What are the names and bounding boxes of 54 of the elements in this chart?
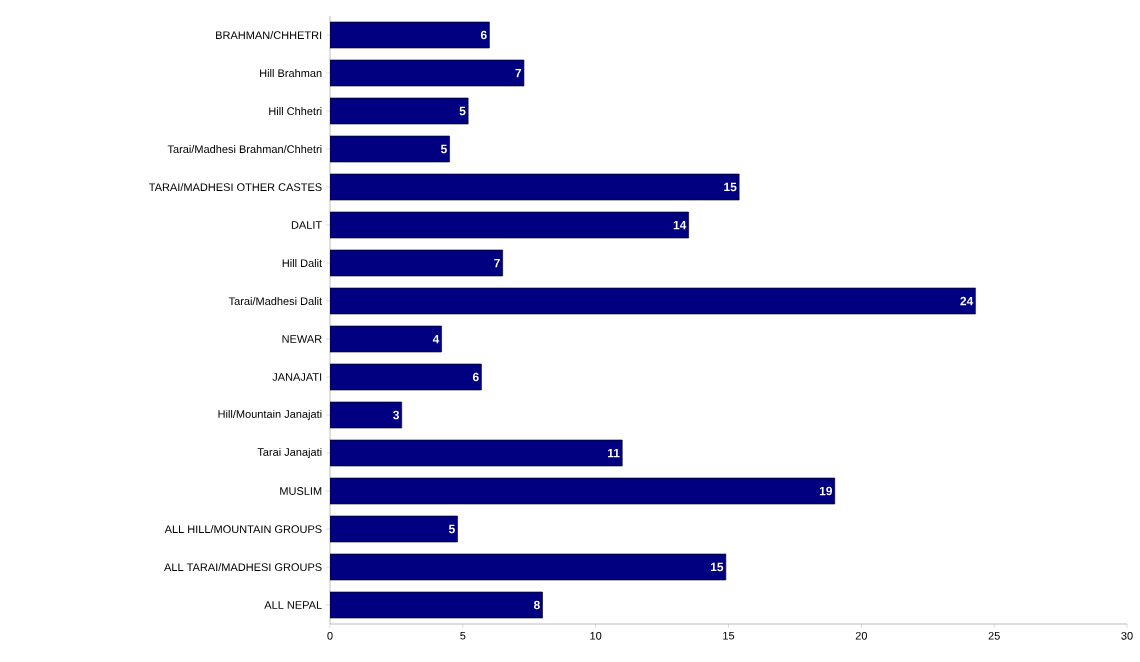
y-tick-label: MUSLIM: [280, 487, 322, 495]
bar: [330, 173, 740, 201]
y-tick-label: Hill Brahman: [260, 68, 322, 78]
data-label: 5: [459, 106, 466, 116]
y-tick-label: NEWAR: [282, 335, 322, 343]
data-label: 14: [673, 220, 687, 230]
data-label: 8: [533, 600, 540, 610]
bar: [330, 515, 458, 543]
x-tick-label: 30: [1121, 631, 1133, 640]
y-tick-label: ALL TARAI/MADHESI GROUPS: [164, 562, 322, 572]
bar: [330, 211, 689, 239]
data-label: 5: [448, 524, 455, 534]
x-tick-label: 25: [988, 631, 1000, 640]
data-label: 15: [710, 562, 724, 572]
bar: [330, 439, 623, 467]
y-tick-label: ALL NEPAL: [264, 601, 322, 609]
y-tick-label: Hill Chhetri: [269, 106, 322, 116]
bar: [330, 477, 836, 505]
x-tick-label: 15: [723, 631, 735, 640]
y-tick-label: JANAJATI: [272, 373, 322, 381]
bar: [330, 135, 450, 163]
y-tick-label: Tarai Janajati: [257, 447, 322, 459]
data-label: 24: [960, 296, 974, 306]
data-label: 15: [724, 182, 737, 192]
y-tick-label: Hill/Mountain Janajati: [218, 409, 322, 421]
bar: [330, 249, 503, 277]
data-label: 7: [494, 258, 500, 268]
bar: [330, 325, 442, 353]
bar: [330, 591, 543, 619]
bar: [330, 363, 482, 391]
y-tick-label: Tarai/Madhesi Dalit: [228, 296, 323, 306]
data-label: 6: [480, 30, 487, 40]
y-tick-label: DALIT: [291, 221, 322, 229]
y-tick-label: Hill Dalit: [282, 258, 323, 268]
y-tick-label: TARAI/MADHESI OTHER CASTES: [149, 182, 322, 192]
data-label: 7: [515, 68, 522, 78]
x-tick-label: 0: [327, 631, 333, 640]
bar: [330, 287, 976, 315]
y-tick-label: ALL HILL/MOUNTAIN GROUPS: [164, 524, 322, 534]
bar: [330, 553, 727, 581]
bar: [330, 97, 469, 125]
y-tick-label: BRAHMAN/CHHETRI: [216, 30, 322, 40]
x-tick-label: 5: [460, 631, 466, 640]
y-tick-label: Tarai/Madhesi Brahman/Chhetri: [167, 144, 322, 154]
bar: [330, 59, 525, 87]
data-label: 5: [440, 144, 447, 154]
data-label: 19: [819, 486, 833, 496]
bar: [330, 21, 490, 49]
x-tick-label: 10: [590, 631, 602, 640]
data-label: 3: [393, 410, 399, 420]
data-label: 4: [432, 334, 440, 344]
x-tick-label: 20: [855, 631, 868, 640]
data-label: 11: [608, 448, 620, 458]
data-label: 6: [472, 372, 479, 382]
